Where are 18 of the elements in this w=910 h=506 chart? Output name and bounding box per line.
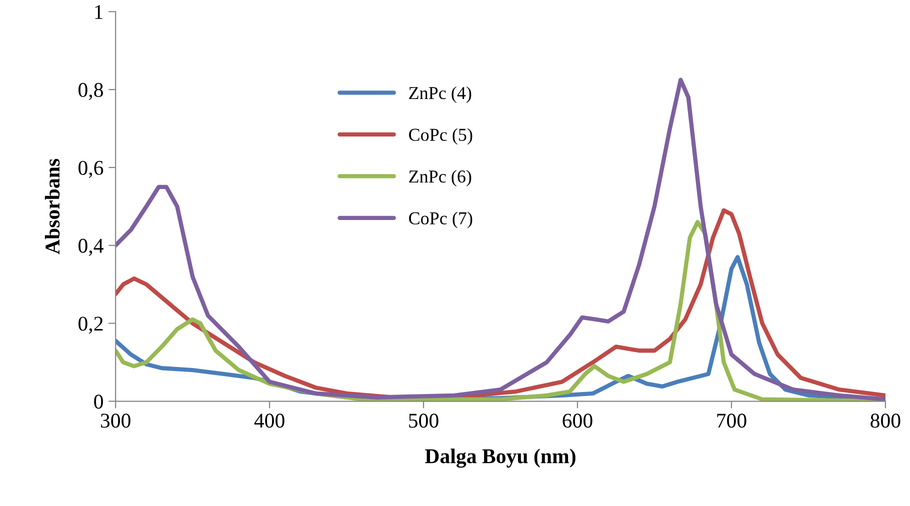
- legend-label: CoPc (7): [409, 212, 472, 228]
- y-axis-title: Absorbans: [44, 158, 60, 254]
- legend-label: ZnPc (4): [409, 86, 472, 103]
- y-tick-label: 0,4: [78, 238, 104, 256]
- legend-label: ZnPc (6): [409, 170, 472, 186]
- y-tick-label: 0,8: [78, 82, 103, 100]
- x-axis-title: Dalga Boyu (nm): [425, 448, 576, 468]
- x-tick-label: 500: [409, 414, 438, 428]
- legend-label: CoPc (5): [409, 128, 472, 145]
- y-tick-label: 0: [94, 394, 103, 409]
- y-tick-label: 1: [95, 5, 103, 19]
- x-tick-label: 800: [870, 414, 900, 428]
- y-tick-label: 0,2: [78, 316, 103, 334]
- y-tick-label: 0,6: [78, 160, 104, 178]
- x-tick-label: 400: [254, 414, 284, 428]
- x-tick-label: 700: [717, 414, 746, 428]
- x-tick-label: 600: [562, 414, 592, 428]
- x-tick-label: 300: [100, 414, 130, 428]
